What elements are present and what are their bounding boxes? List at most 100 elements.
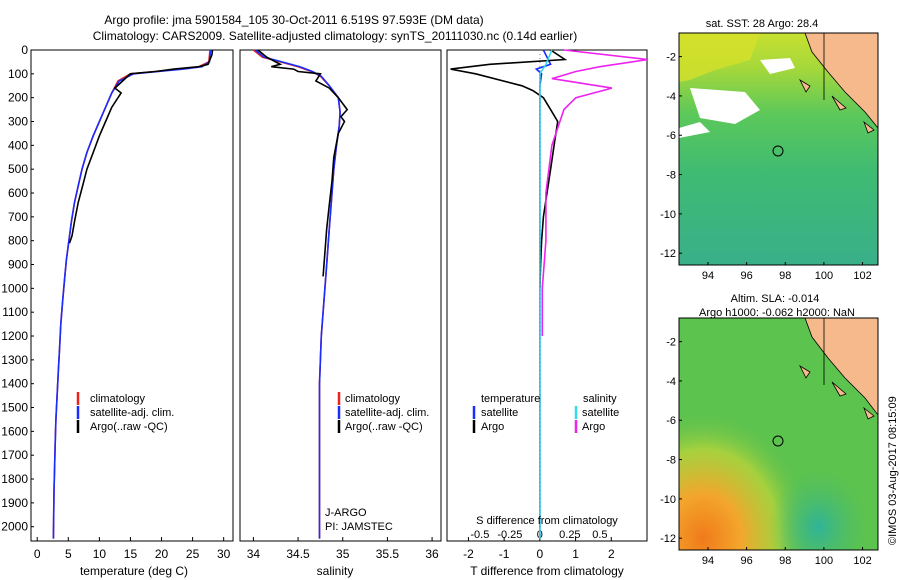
legend-argo-label: Argo(..raw -QC) — [345, 421, 423, 433]
lon-tick-label: 102 — [853, 270, 871, 282]
lat-tick-label: -2 — [666, 337, 676, 349]
depth-tick-label: 1100 — [2, 305, 28, 319]
lat-tick-label: -6 — [666, 130, 676, 142]
depth-tick-label: 1300 — [1, 353, 28, 367]
x-tick-label: -1 — [499, 547, 510, 561]
s-difference-label: S difference from climatology — [476, 515, 618, 527]
depth-tick-label: 400 — [8, 138, 28, 152]
salinity-panel-frame — [239, 49, 442, 542]
difference-series — [450, 49, 649, 541]
data-centre-note: J-ARGO — [325, 507, 367, 519]
legend-satellite-label: satellite-adj. clim. — [90, 407, 174, 419]
depth-tick-label: 0 — [21, 43, 28, 57]
s-tick-label: 0.25 — [559, 529, 580, 541]
legend-climatology-label: climatology — [345, 393, 401, 405]
sst-map — [679, 33, 878, 265]
sst-cloud-mask — [679, 122, 710, 138]
lat-tick-label: -10 — [660, 209, 676, 221]
depth-tick-label: 700 — [8, 210, 28, 224]
lon-tick-label: 100 — [815, 270, 833, 282]
lat-tick-label: -10 — [660, 494, 676, 506]
depth-tick-label: 1600 — [1, 424, 28, 438]
x-tick-label: 20 — [155, 547, 169, 561]
lat-tick-label: -4 — [666, 91, 676, 103]
argo-position-marker — [772, 145, 784, 157]
salinity-legend: climatology satellite-adj. clim. Argo(..… — [337, 392, 429, 433]
s-tick-label: -0.5 — [470, 529, 489, 541]
sst-cloud-mask — [760, 58, 795, 74]
salinity-satellite-line — [539, 49, 553, 539]
x-tick-label: 30 — [217, 547, 231, 561]
lon-tick-label: 98 — [779, 555, 791, 567]
lat-tick-label: -6 — [666, 415, 676, 427]
lat-tick-label: -4 — [666, 376, 676, 388]
s-tick-label: -0.25 — [497, 529, 522, 541]
temperature-argo-line — [450, 49, 568, 289]
depth-tick-label: 1500 — [1, 401, 28, 415]
x-tick-label: 35.5 — [376, 547, 400, 561]
salinity-x-label: salinity — [317, 564, 354, 578]
depth-tick-label: 1400 — [1, 377, 28, 391]
lat-tick-label: -2 — [666, 52, 676, 64]
x-tick-label: 5 — [65, 547, 72, 561]
depth-tick-label: 600 — [8, 186, 28, 200]
x-tick-label: 34.5 — [286, 547, 310, 561]
temperature-panel-frame — [30, 49, 234, 542]
depth-tick-label: 1200 — [1, 329, 28, 343]
difference-x-label: T difference from climatology — [470, 564, 624, 578]
lon-tick-label: 100 — [815, 555, 833, 567]
temperature-x-label: temperature (deg C) — [80, 564, 188, 578]
temperature-legend: climatology satellite-adj. clim. Argo(..… — [76, 392, 174, 433]
lat-tick-label: -8 — [666, 170, 676, 182]
legend-t-satellite-label: satellite — [481, 407, 518, 419]
lon-tick-label: 102 — [853, 555, 871, 567]
x-tick-label: 0 — [537, 547, 544, 561]
sst-map-axes: 94 96 98 100 102 -2 -4 -6 -8 -10 -12 — [660, 52, 872, 282]
sla-map — [679, 318, 878, 550]
lon-tick-label: 94 — [702, 555, 714, 567]
depth-axis: 0 100 200 300 400 500 600 700 800 900 1000 1100 1200… — [1, 43, 34, 534]
sst-cloud-mask — [690, 88, 760, 124]
sla-map-title: Altim. SLA: -0.014 — [731, 293, 820, 305]
lat-tick-label: -12 — [660, 533, 676, 545]
islands — [799, 364, 875, 420]
x-tick-label: 36 — [425, 547, 439, 561]
sla-map-subtitle: Argo h1000: -0.062 h2000: NaN — [699, 307, 855, 319]
argo-position-marker — [772, 435, 784, 447]
x-tick-label: 34 — [247, 547, 261, 561]
sla-map-axes: 94 96 98 100 102 -2 -4 -6 -8 -10 -12 — [660, 337, 872, 567]
sst-map-title: sat. SST: 28 Argo: 28.4 — [706, 18, 819, 30]
sumatra-land — [804, 318, 878, 416]
climatology-line — [252, 49, 341, 539]
argo-raw-qc-line — [68, 49, 214, 244]
sst-map-frame — [678, 32, 879, 266]
salinity-argo-line — [541, 49, 649, 336]
depth-tick-label: 300 — [8, 115, 28, 129]
x-tick-label: 25 — [186, 547, 200, 561]
depth-tick-label: 200 — [8, 91, 28, 105]
depth-tick-label: 100 — [8, 67, 28, 81]
islands — [799, 78, 875, 134]
legend-climatology-label: climatology — [90, 393, 146, 405]
s-tick-label: 0.5 — [592, 529, 607, 541]
x-tick-label: -2 — [463, 547, 474, 561]
lat-tick-label: -12 — [660, 248, 676, 260]
x-tick-label: 1 — [572, 547, 579, 561]
legend-s-argo-label: Argo — [582, 421, 605, 433]
legend-s-satellite-label: satellite — [582, 407, 619, 419]
temperature-series — [52, 49, 214, 539]
legend-satellite-label: satellite-adj. clim. — [345, 407, 429, 419]
depth-tick-label: 1700 — [1, 448, 28, 462]
lon-tick-label: 96 — [740, 555, 752, 567]
sst-warm-patch — [679, 33, 760, 82]
imos-credit: ©IMOS 03-Aug-2017 08:15:09 — [887, 396, 899, 545]
difference-panel-frame — [446, 49, 648, 542]
satellite-adj-clim-line — [254, 49, 341, 539]
x-tick-label: 15 — [124, 547, 138, 561]
depth-tick-label: 900 — [8, 258, 28, 272]
salinity-series — [252, 49, 349, 539]
legend-temperature-title: temperature — [481, 393, 540, 405]
sumatra-land — [804, 33, 878, 129]
